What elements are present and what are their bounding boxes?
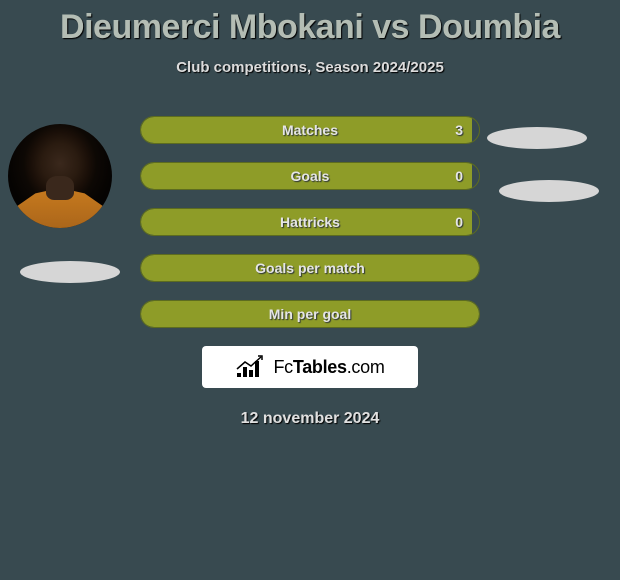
stat-label: Hattricks (280, 214, 340, 230)
player2-placeholder-oval-2 (499, 180, 599, 202)
stat-label: Goals per match (255, 260, 365, 276)
stat-row-min-per-goal: Min per goal (140, 300, 480, 328)
player1-avatar (8, 124, 112, 228)
logo-prefix: Fc (273, 357, 292, 377)
logo-suffix: .com (347, 357, 385, 377)
stat-row-goals: Goals 0 (140, 162, 480, 190)
stat-row-hattricks: Hattricks 0 (140, 208, 480, 236)
player2-placeholder-oval-1 (487, 127, 587, 149)
stats-table: Matches 3 Goals 0 Hattricks 0 Goals per … (140, 116, 480, 328)
stat-value: 0 (455, 214, 463, 230)
title-player1: Dieumerci Mbokani (60, 8, 363, 46)
title-vs: vs (372, 8, 409, 46)
title-player2: Doumbia (418, 8, 560, 46)
logo-text: FcTables.com (273, 357, 384, 378)
stat-value: 0 (455, 168, 463, 184)
stat-row-goals-per-match: Goals per match (140, 254, 480, 282)
fctables-logo: FcTables.com (202, 346, 418, 388)
stat-value: 3 (455, 122, 463, 138)
stat-label: Goals (291, 168, 330, 184)
stat-row-matches: Matches 3 (140, 116, 480, 144)
page-title: Dieumerci Mbokani vs Doumbia (0, 8, 620, 47)
stat-label: Matches (282, 122, 338, 138)
player1-placeholder-oval (20, 261, 120, 283)
subtitle: Club competitions, Season 2024/2025 (0, 59, 620, 76)
logo-bold: Tables (293, 357, 347, 377)
chart-icon (235, 355, 267, 379)
stat-label: Min per goal (269, 306, 351, 322)
date: 12 november 2024 (0, 410, 620, 428)
